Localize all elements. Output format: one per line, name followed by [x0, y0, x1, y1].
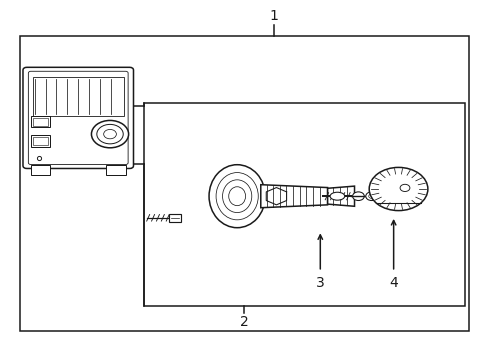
- Text: 3: 3: [315, 276, 324, 289]
- FancyBboxPatch shape: [23, 67, 133, 168]
- Circle shape: [365, 192, 377, 201]
- Bar: [33, 77, 123, 116]
- Bar: [33, 137, 48, 145]
- Circle shape: [368, 167, 427, 211]
- Bar: [168, 214, 181, 222]
- Bar: [144, 103, 464, 306]
- Polygon shape: [260, 185, 327, 208]
- Bar: [24, 68, 132, 167]
- Ellipse shape: [208, 165, 264, 228]
- Text: 1: 1: [269, 9, 278, 23]
- Bar: [31, 116, 50, 127]
- Circle shape: [91, 121, 128, 148]
- Text: 4: 4: [388, 276, 397, 289]
- Text: 2: 2: [240, 315, 248, 329]
- Bar: [31, 135, 50, 147]
- Ellipse shape: [329, 192, 344, 200]
- Circle shape: [352, 192, 364, 201]
- Bar: [31, 165, 50, 175]
- Bar: [20, 36, 468, 331]
- Bar: [33, 118, 48, 126]
- Bar: [106, 165, 125, 175]
- Polygon shape: [327, 186, 354, 206]
